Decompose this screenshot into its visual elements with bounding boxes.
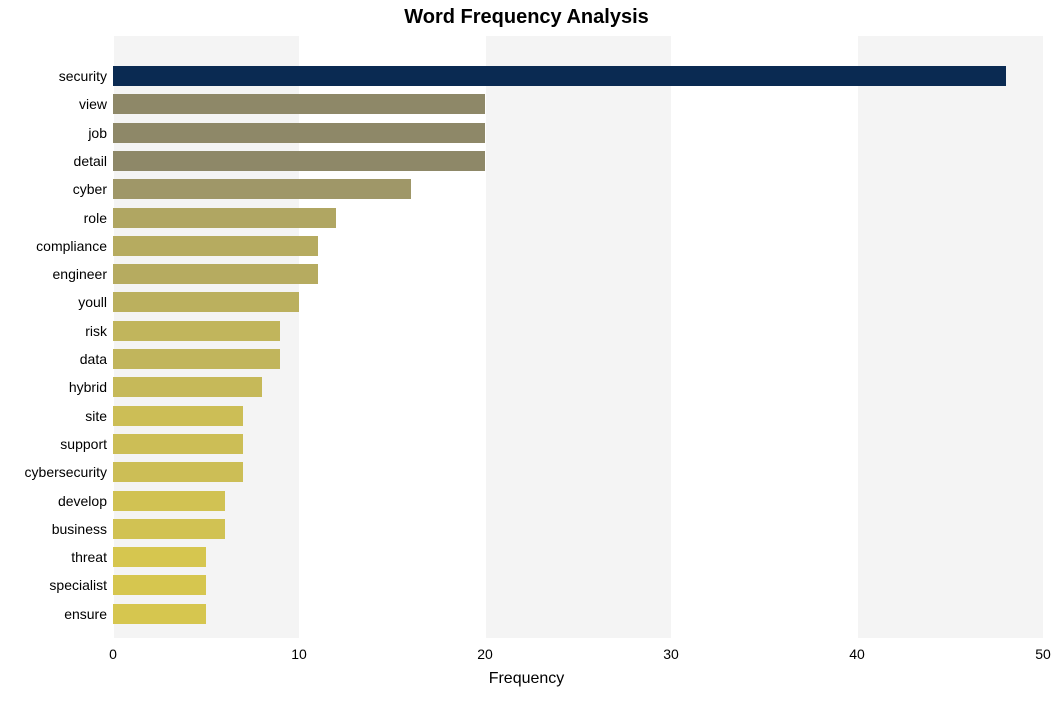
grid-line	[857, 36, 858, 638]
y-tick-label: specialist	[49, 577, 113, 593]
grid-line	[671, 36, 672, 638]
x-tick-label: 20	[477, 638, 493, 662]
y-tick-label: compliance	[36, 238, 113, 254]
x-tick-label: 10	[291, 638, 307, 662]
bar	[113, 491, 225, 511]
bar	[113, 575, 206, 595]
y-tick-label: view	[79, 96, 113, 112]
bar	[113, 292, 299, 312]
bar	[113, 604, 206, 624]
bar	[113, 123, 485, 143]
bar	[113, 547, 206, 567]
y-tick-label: cyber	[73, 181, 113, 197]
x-tick-label: 0	[109, 638, 117, 662]
bar	[113, 208, 336, 228]
y-tick-label: risk	[85, 323, 113, 339]
y-tick-label: engineer	[53, 266, 114, 282]
bar	[113, 94, 485, 114]
x-tick-label: 30	[663, 638, 679, 662]
y-tick-label: support	[60, 436, 113, 452]
grid-line	[1043, 36, 1044, 638]
y-tick-label: hybrid	[69, 379, 113, 395]
bar	[113, 66, 1006, 86]
y-tick-label: cybersecurity	[25, 464, 113, 480]
bar	[113, 349, 280, 369]
y-tick-label: job	[88, 125, 113, 141]
chart-title: Word Frequency Analysis	[0, 6, 1053, 29]
y-tick-label: ensure	[64, 606, 113, 622]
x-axis-label: Frequency	[0, 670, 1053, 688]
bar	[113, 434, 243, 454]
bar	[113, 179, 411, 199]
y-tick-label: develop	[58, 493, 113, 509]
y-tick-label: role	[84, 210, 113, 226]
y-tick-label: threat	[71, 549, 113, 565]
bar	[113, 519, 225, 539]
y-tick-label: detail	[74, 153, 113, 169]
bar	[113, 264, 318, 284]
y-tick-label: business	[52, 521, 113, 537]
bar	[113, 377, 262, 397]
grid-line	[485, 36, 486, 638]
x-tick-label: 40	[849, 638, 865, 662]
y-tick-label: youll	[78, 294, 113, 310]
bar	[113, 236, 318, 256]
bar	[113, 462, 243, 482]
x-tick-label: 50	[1035, 638, 1051, 662]
y-tick-label: data	[80, 351, 113, 367]
plot-band	[857, 36, 1043, 638]
bar	[113, 151, 485, 171]
plot-band	[671, 36, 857, 638]
plot-band	[485, 36, 671, 638]
plot-area: 01020304050securityviewjobdetailcyberrol…	[113, 36, 1043, 638]
chart-container: Word Frequency Analysis 01020304050secur…	[0, 0, 1053, 701]
bar	[113, 321, 280, 341]
bar	[113, 406, 243, 426]
y-tick-label: security	[59, 68, 113, 84]
y-tick-label: site	[85, 408, 113, 424]
